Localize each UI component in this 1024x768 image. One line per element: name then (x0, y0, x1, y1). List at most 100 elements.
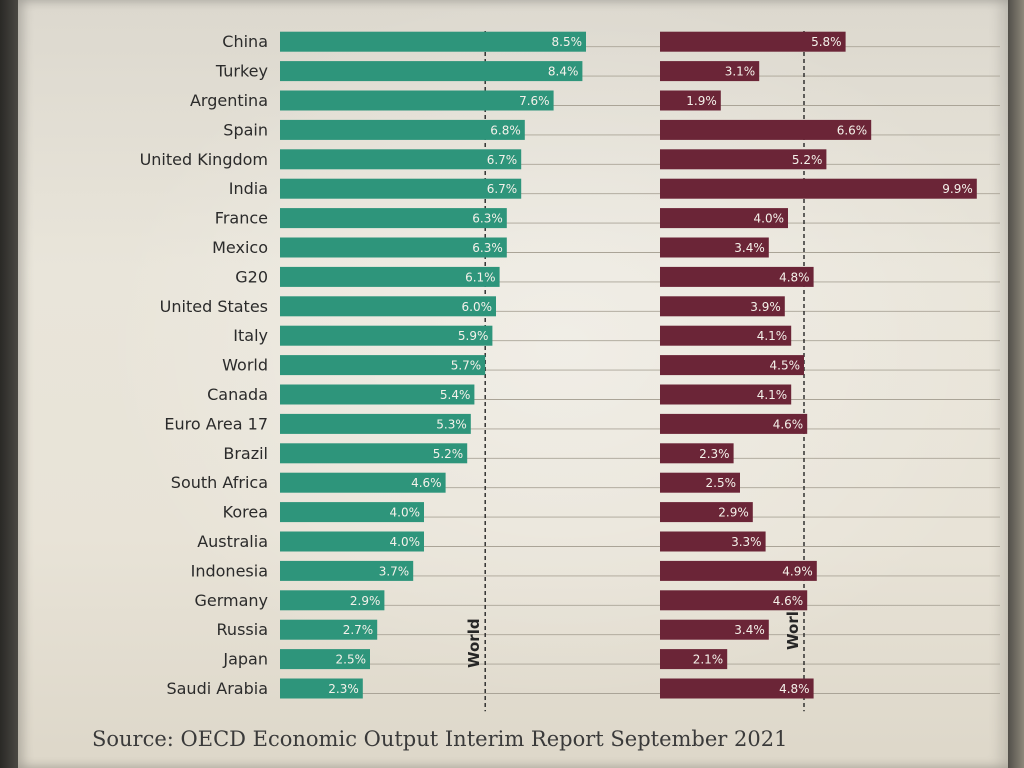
value-label: 4.8% (779, 682, 810, 696)
value-label: 4.0% (754, 212, 785, 226)
world-reference-lines: World World (465, 31, 805, 712)
value-label: 4.9% (782, 564, 813, 578)
bar-series-2 (660, 355, 804, 376)
bar-series-1 (280, 619, 378, 640)
value-label: 8.5% (552, 35, 583, 49)
bar-series-2 (660, 619, 769, 640)
value-label: 5.2% (433, 447, 464, 461)
category-label: Japan (222, 650, 268, 669)
value-label: 6.7% (487, 182, 518, 196)
category-label: Korea (223, 503, 268, 522)
value-label: 7.6% (519, 94, 550, 108)
category-label: Argentina (190, 91, 268, 110)
bar-series-1 (280, 31, 586, 52)
value-label: 3.4% (734, 623, 765, 637)
bar-series-1 (280, 590, 385, 611)
bars (280, 31, 977, 699)
value-label: 6.7% (487, 153, 518, 167)
category-label: Russia (217, 620, 268, 639)
value-label: 6.0% (462, 300, 493, 314)
bar-series-1 (280, 649, 370, 670)
category-label: Mexico (212, 238, 268, 257)
category-label: Indonesia (191, 561, 268, 580)
category-label: Euro Area 17 (164, 414, 268, 433)
category-labels: China Turkey Argentina Spain United Kingdom I… (140, 32, 268, 698)
bar-series-2 (660, 443, 734, 464)
category-label: United States (160, 297, 268, 316)
value-label: 1.9% (686, 94, 717, 108)
bar-series-1 (280, 678, 363, 699)
value-label: 2.9% (718, 506, 749, 520)
bar-series-2 (660, 678, 814, 699)
value-label: 6.3% (472, 241, 503, 255)
bar-series-2 (660, 178, 977, 199)
bar-series-2 (660, 119, 872, 140)
value-label: 8.4% (548, 65, 579, 79)
value-label: 6.8% (490, 123, 521, 137)
value-label: 6.1% (465, 270, 496, 284)
world-reference-label: World (465, 618, 483, 668)
bar-series-2 (660, 61, 760, 82)
bar-series-1 (280, 237, 507, 258)
value-label: 4.8% (779, 270, 810, 284)
category-label: South Africa (171, 473, 268, 492)
value-label: 4.6% (773, 594, 804, 608)
value-label: 2.1% (693, 653, 724, 667)
bar-series-1 (280, 443, 468, 464)
value-label: 3.3% (731, 535, 762, 549)
category-label: Germany (194, 591, 268, 610)
value-label: 3.4% (734, 241, 765, 255)
value-label: 2.5% (336, 653, 367, 667)
bar-series-2 (660, 560, 817, 581)
value-label: 2.5% (706, 476, 737, 490)
source-note: Source: OECD Economic Output Interim Rep… (92, 727, 788, 751)
bar-series-1 (280, 90, 554, 111)
bar-series-1 (280, 502, 424, 523)
bar-series-2 (660, 31, 846, 52)
value-labels: 8.5% 8.4% 7.6% 6.8% 6.7% 6.7% 6.3% 6.3% 6.1% 6.0%… (328, 35, 973, 696)
category-label: Saudi Arabia (166, 679, 268, 698)
value-label: 5.2% (792, 153, 823, 167)
category-label: France (215, 209, 268, 228)
bar-series-1 (280, 531, 424, 552)
bar-series-2 (660, 531, 766, 552)
category-label: G20 (235, 267, 268, 286)
value-label: 2.3% (328, 682, 359, 696)
bar-series-1 (280, 208, 507, 229)
bar-series-2 (660, 649, 728, 670)
bar-series-1 (280, 266, 500, 287)
category-label: India (229, 179, 268, 198)
value-label: 6.6% (837, 123, 868, 137)
category-label: Canada (207, 385, 268, 404)
value-label: 9.9% (942, 182, 973, 196)
bar-series-1 (280, 560, 414, 581)
world-reference-label: World (784, 600, 802, 650)
bar-series-2 (660, 237, 769, 258)
category-label: Italy (233, 326, 268, 345)
bar-series-1 (280, 149, 522, 170)
value-label: 4.6% (773, 417, 804, 431)
value-label: 3.1% (725, 65, 756, 79)
value-label: 5.8% (811, 35, 842, 49)
bar-series-2 (660, 502, 753, 523)
bar-series-2 (660, 325, 792, 346)
bar-series-2 (660, 149, 827, 170)
category-label: Turkey (215, 62, 268, 81)
category-label: China (222, 32, 268, 51)
bar-series-2 (660, 208, 788, 229)
bar-series-1 (280, 325, 493, 346)
value-label: 4.0% (390, 535, 421, 549)
category-label: World (222, 356, 268, 375)
value-label: 2.3% (699, 447, 730, 461)
value-label: 3.7% (379, 564, 410, 578)
bar-series-2 (660, 90, 721, 111)
bar-series-2 (660, 296, 785, 317)
bar-series-1 (280, 178, 522, 199)
value-label: 5.3% (436, 417, 467, 431)
bar-series-2 (660, 413, 808, 434)
category-label: Australia (197, 532, 268, 551)
value-label: 3.9% (750, 300, 781, 314)
value-label: 4.1% (757, 329, 788, 343)
category-label: Spain (223, 120, 268, 139)
